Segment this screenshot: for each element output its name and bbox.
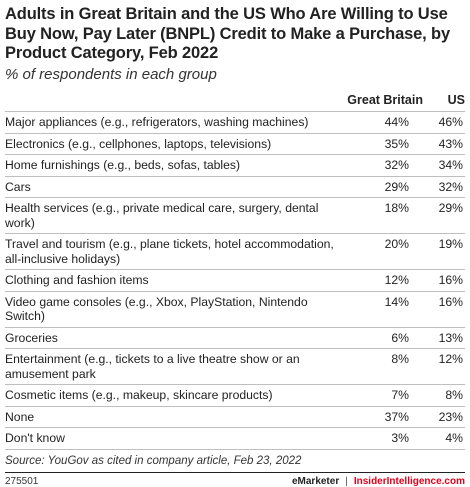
value-us: 8% bbox=[423, 384, 465, 406]
value-great-britain: 14% bbox=[347, 290, 423, 327]
table-row: Clothing and fashion items 12% 16% bbox=[5, 269, 465, 291]
value-us: 46% bbox=[423, 111, 465, 133]
row-category-label: Travel and tourism (e.g., plane tickets,… bbox=[5, 233, 347, 270]
table-row: Video game consoles (e.g., Xbox, PlaySta… bbox=[5, 290, 465, 327]
row-category-label: Cosmetic items (e.g., makeup, skincare p… bbox=[5, 384, 347, 406]
chart-id: 275501 bbox=[5, 475, 39, 487]
chart-subtitle: % of respondents in each group bbox=[5, 65, 217, 83]
row-category-label: Major appliances (e.g., refrigerators, w… bbox=[5, 111, 347, 133]
table-row: Cars 29% 32% bbox=[5, 175, 465, 198]
row-category-label: Electronics (e.g., cellphones, laptops, … bbox=[5, 132, 347, 155]
row-category-label: Clothing and fashion items bbox=[5, 269, 347, 291]
footer-divider bbox=[5, 471, 465, 473]
row-category-label: Groceries bbox=[5, 326, 347, 349]
brand-lockup: eMarketer | InsiderIntelligence.com bbox=[292, 476, 465, 487]
footer: 275501 eMarketer | InsiderIntelligence.c… bbox=[5, 473, 465, 487]
table-body: Major appliances (e.g., refrigerators, w… bbox=[5, 111, 465, 450]
table-header-row: Great Britain US bbox=[5, 92, 465, 112]
value-great-britain: 18% bbox=[347, 197, 423, 234]
value-us: 4% bbox=[423, 427, 465, 450]
value-us: 12% bbox=[423, 348, 465, 385]
column-header-us: US bbox=[447, 93, 465, 107]
value-us: 34% bbox=[423, 154, 465, 176]
row-category-label: Entertainment (e.g., tickets to a live t… bbox=[5, 348, 347, 385]
value-us: 29% bbox=[423, 197, 465, 234]
source-note: Source: YouGov as cited in company artic… bbox=[5, 454, 302, 467]
value-us: 43% bbox=[423, 132, 465, 155]
value-great-britain: 3% bbox=[347, 427, 423, 450]
value-us: 23% bbox=[423, 405, 465, 428]
value-us: 19% bbox=[423, 233, 465, 270]
brand-insider-intelligence: InsiderIntelligence.com bbox=[353, 475, 465, 487]
table-row: Travel and tourism (e.g., plane tickets,… bbox=[5, 233, 465, 270]
row-category-label: Cars bbox=[5, 175, 347, 198]
value-great-britain: 20% bbox=[347, 233, 423, 270]
value-us: 32% bbox=[423, 175, 465, 198]
value-great-britain: 12% bbox=[347, 269, 423, 291]
table-row: Home furnishings (e.g., beds, sofas, tab… bbox=[5, 154, 465, 176]
row-category-label: None bbox=[5, 405, 347, 428]
value-great-britain: 37% bbox=[347, 405, 423, 428]
table-row: None 37% 23% bbox=[5, 405, 465, 428]
value-great-britain: 32% bbox=[347, 154, 423, 176]
chart-title: Adults in Great Britain and the US Who A… bbox=[5, 5, 451, 62]
value-great-britain: 8% bbox=[347, 348, 423, 385]
table-row: Don't know 3% 4% bbox=[5, 427, 465, 450]
table-row: Groceries 6% 13% bbox=[5, 326, 465, 349]
data-table: Great Britain US Major appliances (e.g.,… bbox=[5, 92, 465, 450]
row-category-label: Video game consoles (e.g., Xbox, PlaySta… bbox=[5, 290, 347, 327]
table-row: Entertainment (e.g., tickets to a live t… bbox=[5, 348, 465, 385]
value-great-britain: 29% bbox=[347, 175, 423, 198]
brand-separator: | bbox=[345, 475, 348, 487]
value-great-britain: 6% bbox=[347, 326, 423, 349]
table-row: Electronics (e.g., cellphones, laptops, … bbox=[5, 132, 465, 155]
chart-frame: Adults in Great Britain and the US Who A… bbox=[5, 5, 465, 487]
table-row: Major appliances (e.g., refrigerators, w… bbox=[5, 111, 465, 133]
row-category-label: Health services (e.g., private medical c… bbox=[5, 197, 347, 234]
row-category-label: Home furnishings (e.g., beds, sofas, tab… bbox=[5, 154, 347, 176]
column-header-great-britain: Great Britain bbox=[347, 93, 423, 107]
column-header-category bbox=[5, 92, 347, 112]
value-us: 16% bbox=[423, 269, 465, 291]
row-category-label: Don't know bbox=[5, 427, 347, 450]
table-row: Health services (e.g., private medical c… bbox=[5, 197, 465, 234]
value-us: 16% bbox=[423, 290, 465, 327]
value-great-britain: 35% bbox=[347, 132, 423, 155]
brand-emarketer: eMarketer bbox=[291, 475, 340, 487]
value-great-britain: 44% bbox=[347, 111, 423, 133]
value-us: 13% bbox=[423, 326, 465, 349]
value-great-britain: 7% bbox=[347, 384, 423, 406]
table-row: Cosmetic items (e.g., makeup, skincare p… bbox=[5, 384, 465, 406]
